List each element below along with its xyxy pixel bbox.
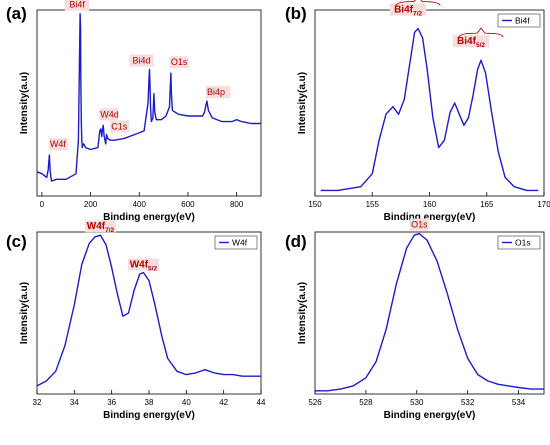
peak-label-a-4: W4d [100, 109, 119, 119]
x-tick-label-c-6: 44 [257, 398, 266, 407]
plot-frame-b [314, 9, 545, 197]
plot-frame-d [314, 231, 545, 395]
peak-label-bg-a-0 [64, 0, 90, 11]
peak-label-bg-b-0 [389, 3, 427, 16]
panel-label-a: (a) [6, 4, 27, 23]
x-tick-label-a-2: 400 [133, 200, 147, 209]
x-tick-label-b-1: 155 [366, 200, 380, 209]
legend-entry-d-0: O1s [515, 238, 531, 248]
x-tick-label-d-1: 528 [359, 398, 373, 407]
peak-label-bg-c-1 [128, 258, 159, 271]
peak-label-subscript-c-0: 7/2 [105, 227, 114, 234]
panel-label-d: (d) [285, 232, 307, 251]
panel-a: (a) 0 200 400 600 800 Binding energy(eV) Intens… [6, 0, 262, 223]
peak-label-bg-b-1 [452, 35, 490, 48]
peak-label-a-3: Bi4p [207, 87, 225, 97]
x-tick-label-c-4: 40 [182, 398, 191, 407]
x-tick-label-a-4: 800 [230, 200, 244, 209]
x-tick-label-b-3: 165 [480, 200, 494, 209]
panel-label-c: (c) [6, 232, 27, 251]
peak-label-bg-a-5 [110, 120, 130, 133]
legend-box-c [214, 235, 258, 250]
peak-label-subscript-b-1: 5/2 [476, 42, 485, 49]
panel-c: (c) 32 34 36 38 40 42 44 Binding energy(eV) Inten… [6, 220, 266, 421]
y-axis-title-c: Intensity(a.u) [19, 282, 30, 344]
peak-label-bg-a-6 [48, 138, 68, 151]
peak-label-a-2: O1s [171, 57, 188, 67]
legend-entry-b-0: Bi4f [515, 16, 530, 26]
peak-brace-b-0 [395, 0, 441, 6]
plot-frame-c [36, 231, 262, 395]
x-tick-label-b-4: 170 [537, 200, 550, 209]
peak-annotation-c-0: W4f7/2 [85, 220, 116, 234]
y-axis-title-b: Intensity(a.u) [297, 72, 308, 134]
series-line-a-0 [36, 12, 261, 182]
x-tick-label-d-0: 526 [308, 398, 322, 407]
peak-annotation-c-1: W4f5/2 [128, 258, 159, 273]
legend-box-b [497, 13, 541, 28]
peak-label-d-0: O1s [411, 220, 428, 230]
peak-label-bg-c-0 [85, 220, 116, 233]
x-tick-label-d-4: 534 [512, 398, 526, 407]
legend-d: O1s [497, 235, 541, 250]
panel-d: (d) 526 528 530 532 534 Binding energy(eV) Inte… [285, 218, 545, 421]
y-axis-title-a: Intensity(a.u) [19, 72, 30, 134]
x-tick-label-b-2: 160 [423, 200, 437, 209]
series-line-d-0 [315, 232, 544, 392]
peak-annotation-b-0: Bi4f7/2 [389, 0, 441, 18]
legend-entry-c-0: W4f [232, 238, 248, 248]
peak-label-a-6: W4f [50, 139, 66, 149]
x-tick-label-c-5: 42 [219, 398, 228, 407]
x-tick-label-c-3: 38 [145, 398, 154, 407]
panel-label-b: (b) [285, 4, 307, 23]
peak-label-bg-a-3 [205, 86, 231, 99]
peak-annotation-a-1: Bi4d [129, 54, 154, 67]
legend-b: Bi4f [497, 13, 541, 28]
x-tick-label-a-3: 600 [181, 200, 195, 209]
legend-c: W4f [214, 235, 258, 250]
peak-label-a-0: Bi4f [69, 0, 85, 10]
panel-b: (b) 150 155 160 165 170 Binding energy(eV) Inte… [285, 0, 550, 223]
x-tick-label-b-0: 150 [308, 200, 322, 209]
series-line-b-0 [320, 27, 539, 192]
peak-label-a-1: Bi4d [132, 56, 150, 66]
series-line-c-0 [36, 234, 261, 387]
peak-label-subscript-c-1: 5/2 [148, 266, 157, 273]
x-tick-label-c-2: 36 [107, 398, 116, 407]
peak-label-bg-d-0 [409, 218, 429, 231]
x-axis-title-a: Binding energy(eV) [103, 212, 195, 223]
x-tick-label-d-3: 532 [461, 398, 475, 407]
peak-annotation-a-3: Bi4p [205, 86, 231, 99]
peak-brace-b-1 [458, 27, 504, 38]
x-tick-label-a-0: 0 [40, 200, 45, 209]
y-axis-title-d: Intensity(a.u) [297, 282, 308, 344]
x-axis-title-c: Binding energy(eV) [103, 410, 195, 421]
peak-annotation-b-1: Bi4f5/2 [452, 27, 504, 49]
peak-annotation-a-4: W4d [99, 108, 119, 121]
x-axis-title-b: Binding energy(eV) [384, 212, 476, 223]
peak-annotation-a-6: W4f [48, 138, 68, 151]
peak-annotation-d-0: O1s [409, 218, 429, 231]
peak-label-a-5: C1s [111, 121, 128, 131]
peak-label-bg-a-1 [129, 54, 154, 67]
x-tick-label-c-0: 32 [33, 398, 42, 407]
peak-label-bg-a-4 [99, 108, 119, 121]
peak-annotation-a-0: Bi4f [64, 0, 90, 11]
plot-frame-a [36, 9, 262, 197]
x-tick-label-d-2: 530 [410, 398, 424, 407]
peak-annotation-a-5: C1s [110, 120, 130, 133]
peak-label-subscript-b-0: 7/2 [413, 11, 422, 18]
legend-box-d [497, 235, 541, 250]
x-axis-title-d: Binding energy(eV) [384, 410, 476, 421]
x-tick-label-c-1: 34 [70, 398, 79, 407]
peak-annotation-a-2: O1s [169, 56, 189, 69]
x-tick-label-a-1: 200 [84, 200, 98, 209]
peak-label-bg-a-2 [169, 56, 189, 69]
